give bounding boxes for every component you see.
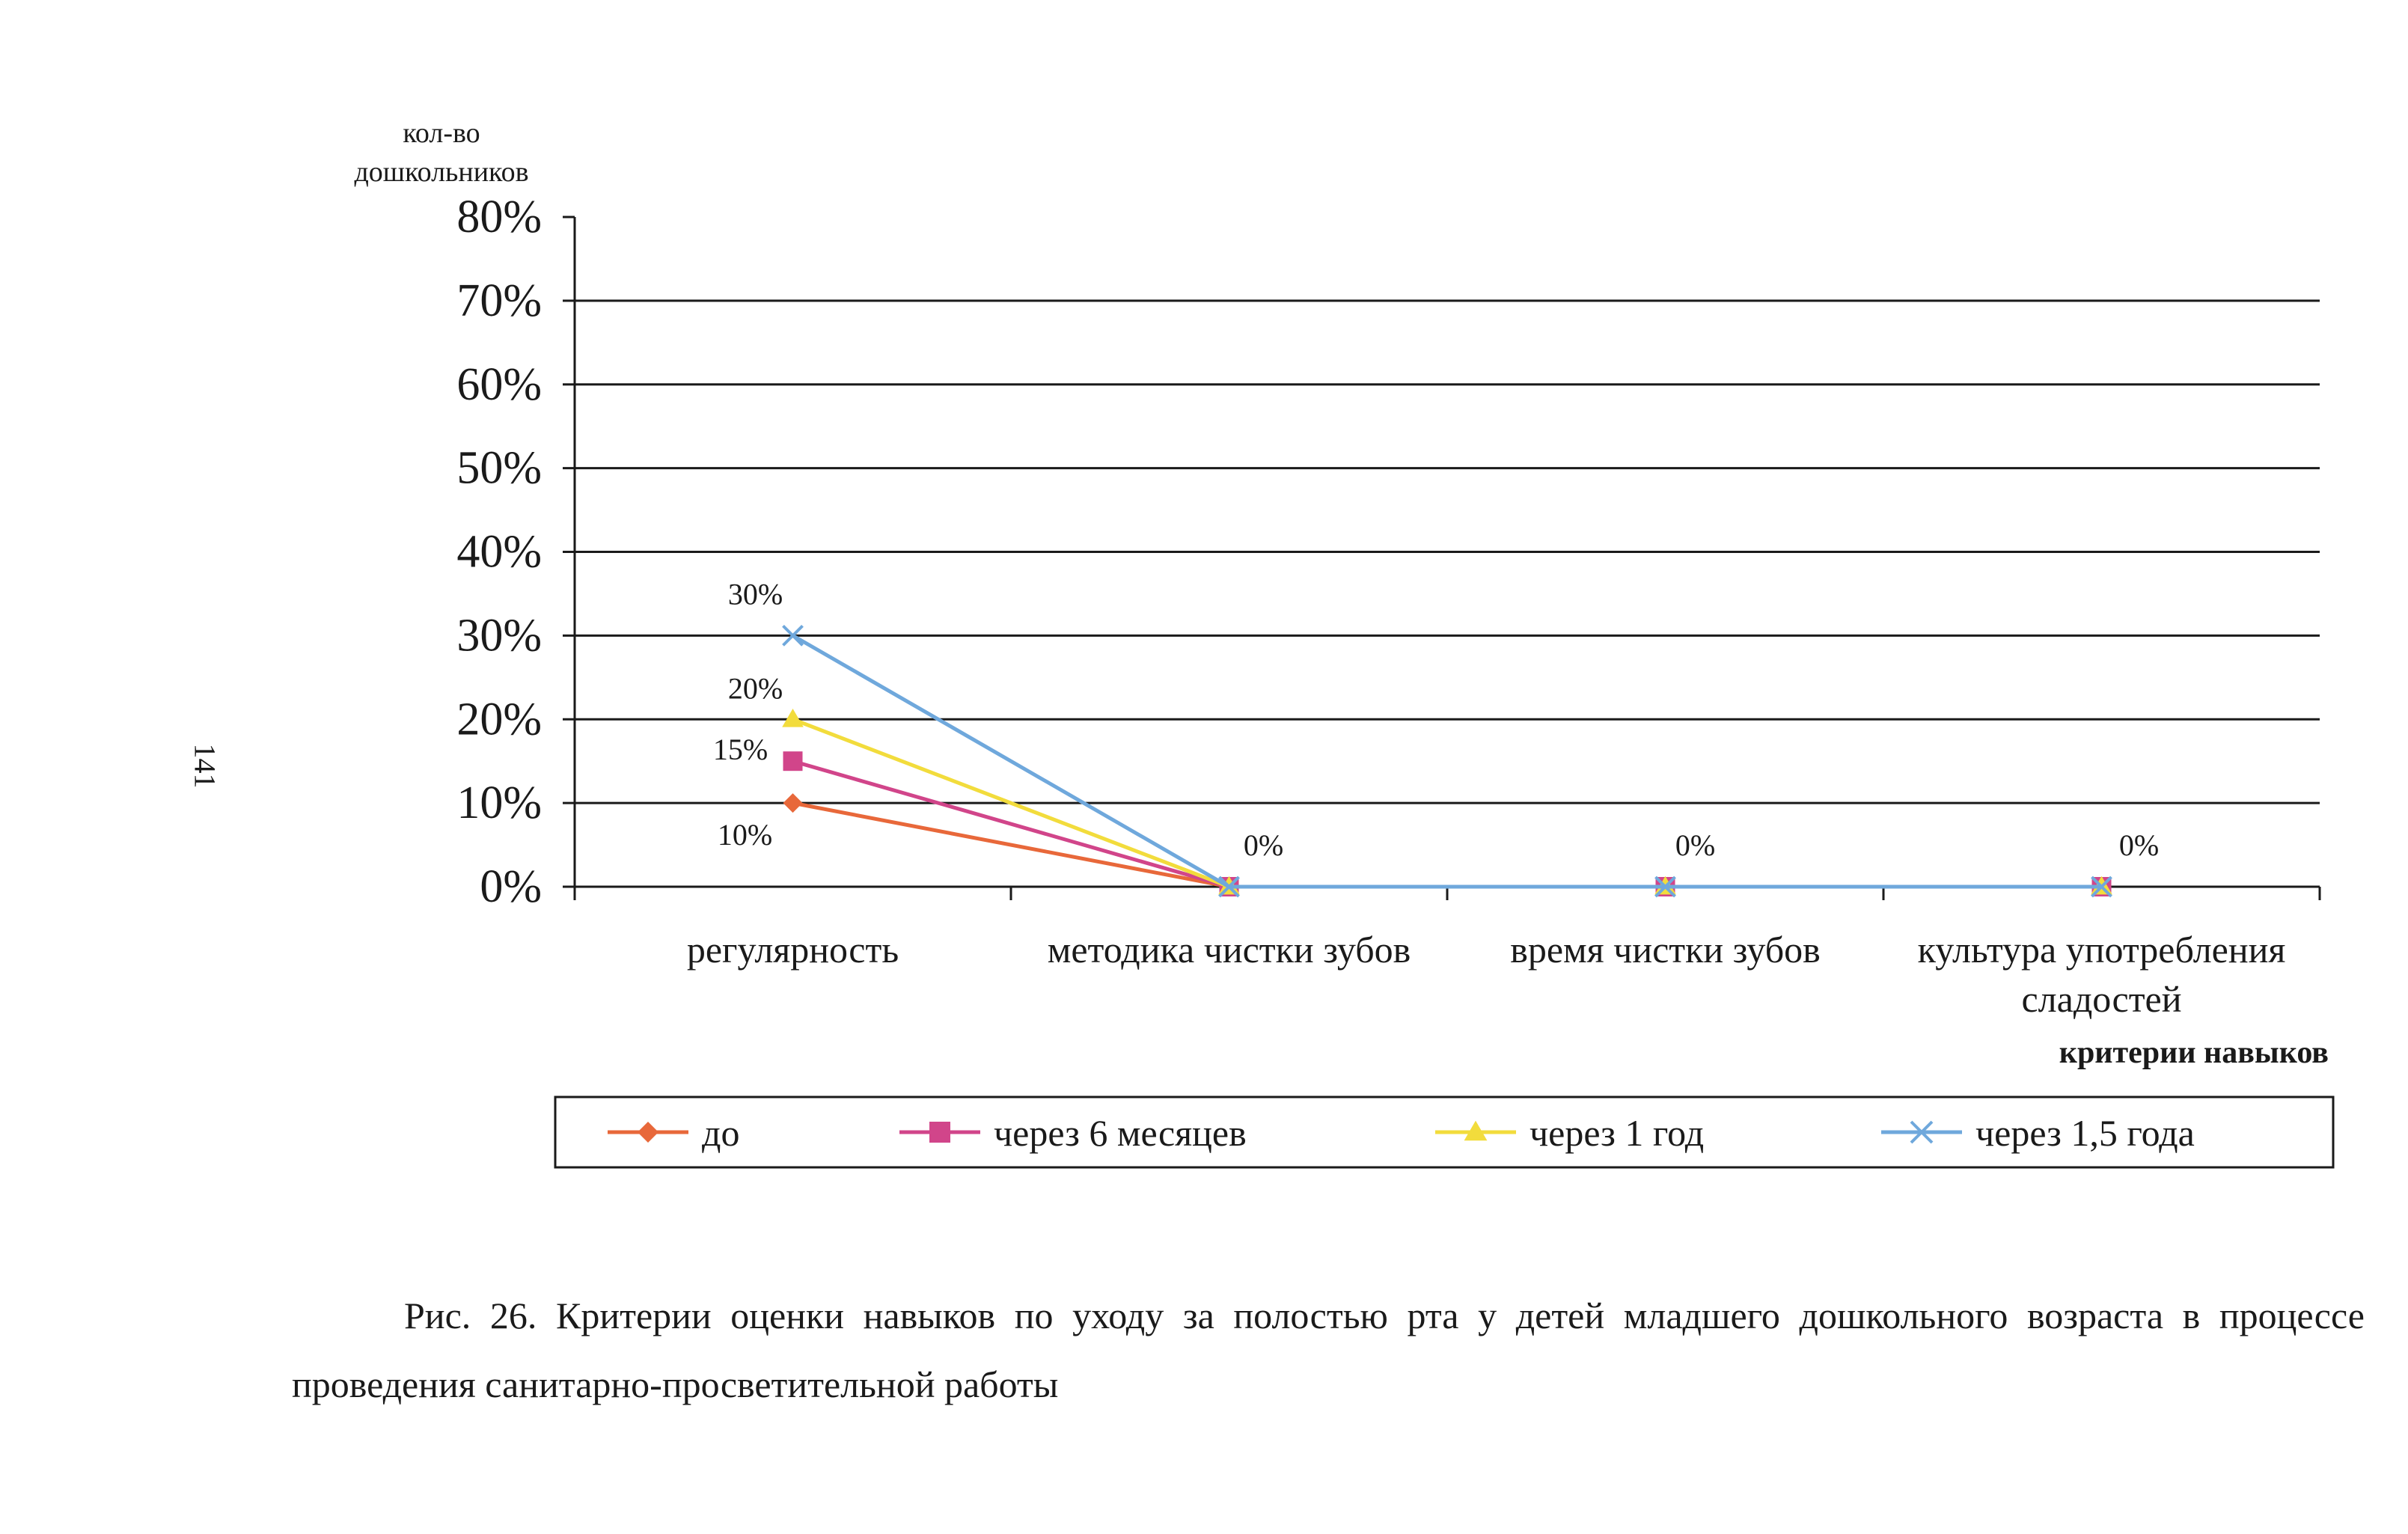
y-tick-label: 0%	[480, 861, 542, 912]
y-tick-label: 80%	[456, 192, 542, 242]
legend-label: через 1 год	[1530, 1112, 1704, 1154]
y-tick-label: 20%	[456, 694, 542, 745]
x-tick-label: методика чистки зубов	[1048, 929, 1411, 971]
marker-cross	[782, 624, 804, 647]
grid-lines	[575, 299, 2320, 804]
data-label: 30%	[728, 577, 783, 611]
marker-square	[783, 751, 803, 771]
data-label: 0%	[1675, 828, 1715, 862]
marker-triangle	[1464, 1120, 1488, 1141]
line-chart: 0% 10% 20% 30% 40% 50% 60% 70% 80% кол-во дошкольн…	[354, 117, 2335, 1169]
marker-cross-stroke	[2091, 876, 2112, 898]
y-tick-label: 30%	[456, 610, 542, 661]
y-tick-label: 50%	[456, 443, 542, 494]
data-label: 10%	[718, 818, 772, 852]
marker-cross-stroke	[782, 624, 804, 647]
y-tick-label: 10%	[456, 777, 542, 828]
marker-triangle	[782, 708, 804, 727]
x-tick-label: сладостей	[2021, 978, 2181, 1020]
marker-square	[929, 1122, 950, 1143]
series-line	[792, 634, 2102, 889]
marker-cross-stroke	[1654, 876, 1676, 898]
legend-label: до	[702, 1112, 739, 1154]
data-label: 20%	[728, 671, 783, 705]
series-line	[792, 801, 2102, 889]
x-tick-label: культура употребления	[1918, 929, 2286, 971]
y-tick-label: 70%	[456, 275, 542, 326]
y-tick-label: 40%	[456, 527, 542, 578]
series-line	[792, 759, 2102, 889]
legend-label: через 6 месяцев	[994, 1112, 1247, 1154]
marker-cross-stroke	[1910, 1120, 1934, 1144]
axes: 0% 10% 20% 30% 40% 50% 60% 70% 80% кол-во дошкольн…	[354, 117, 2329, 1070]
marker-cross	[1910, 1120, 1934, 1144]
marker-diamond	[638, 1122, 658, 1143]
y-axis-label: кол-во	[403, 117, 480, 149]
marker-diamond	[783, 793, 803, 813]
marker-cross	[1218, 876, 1240, 898]
series-lines	[782, 624, 2112, 898]
marker-cross	[2091, 876, 2112, 898]
data-label: 15%	[713, 733, 768, 766]
data-label: 0%	[1244, 828, 1283, 862]
marker-cross	[1654, 876, 1676, 898]
marker-cross-stroke	[1218, 876, 1240, 898]
x-axis-label: критерии навыков	[2059, 1036, 2329, 1070]
legend-label: через 1,5 года	[1975, 1112, 2195, 1154]
x-tick-label: время чистки зубов	[1510, 929, 1821, 971]
data-labels: 30% 20% 15% 10% 0% 0% 0%	[713, 577, 2159, 862]
y-axis-label: дошкольников	[354, 156, 528, 188]
figure-caption: Рис. 26. Критерии оценки навыков по уход…	[292, 1295, 2365, 1405]
legend: до через 6 месяцев через 1 год через 1,5 го…	[554, 1096, 2335, 1169]
data-label: 0%	[2119, 828, 2159, 862]
x-tick-label: регулярность	[687, 929, 899, 971]
y-tick-label: 60%	[456, 359, 542, 410]
